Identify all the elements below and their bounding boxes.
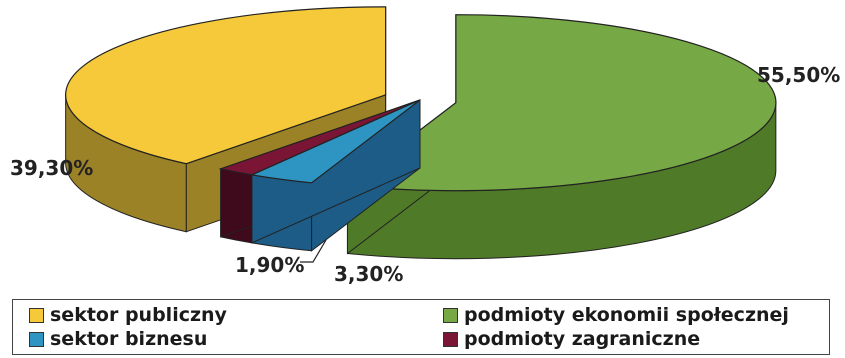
legend-swatch [443,331,458,347]
leader-line-podmioty-zagraniczne [300,239,327,263]
legend-item-podmioty-zagraniczne: podmioty zagraniczne [443,328,700,350]
legend-item-ekonomia-spoleczna: podmioty ekonomii społecznej [443,304,789,326]
legend-label: sektor publiczny [50,304,227,326]
label-ekonomia-spoleczna: 55,50% [757,63,841,87]
legend-swatch [29,307,44,323]
legend-label: podmioty ekonomii społecznej [464,304,789,326]
legend-item-sektor-biznesu: sektor biznesu [29,328,207,350]
slice-sektor-publiczny-top [65,6,387,165]
legend-item-sektor-publiczny: sektor publiczny [29,304,227,326]
pie-chart [65,6,777,263]
legend-swatch [443,307,458,323]
label-sektor-biznesu: 3,30% [334,262,404,286]
label-podmioty-zagraniczne: 1,90% [235,253,305,277]
label-sektor-publiczny: 39,30% [10,156,94,180]
slice-podmioty-ekonomii-spo-ecznej-top [345,14,777,192]
legend-label: podmioty zagraniczne [464,328,701,350]
slice-sektor-biznesu-top [249,99,421,184]
chart-legend: sektor publiczny podmioty ekonomii społe… [12,299,830,355]
slice-sektor-biznesu [249,98,421,252]
legend-swatch [29,331,44,347]
legend-label: sektor biznesu [50,328,208,350]
